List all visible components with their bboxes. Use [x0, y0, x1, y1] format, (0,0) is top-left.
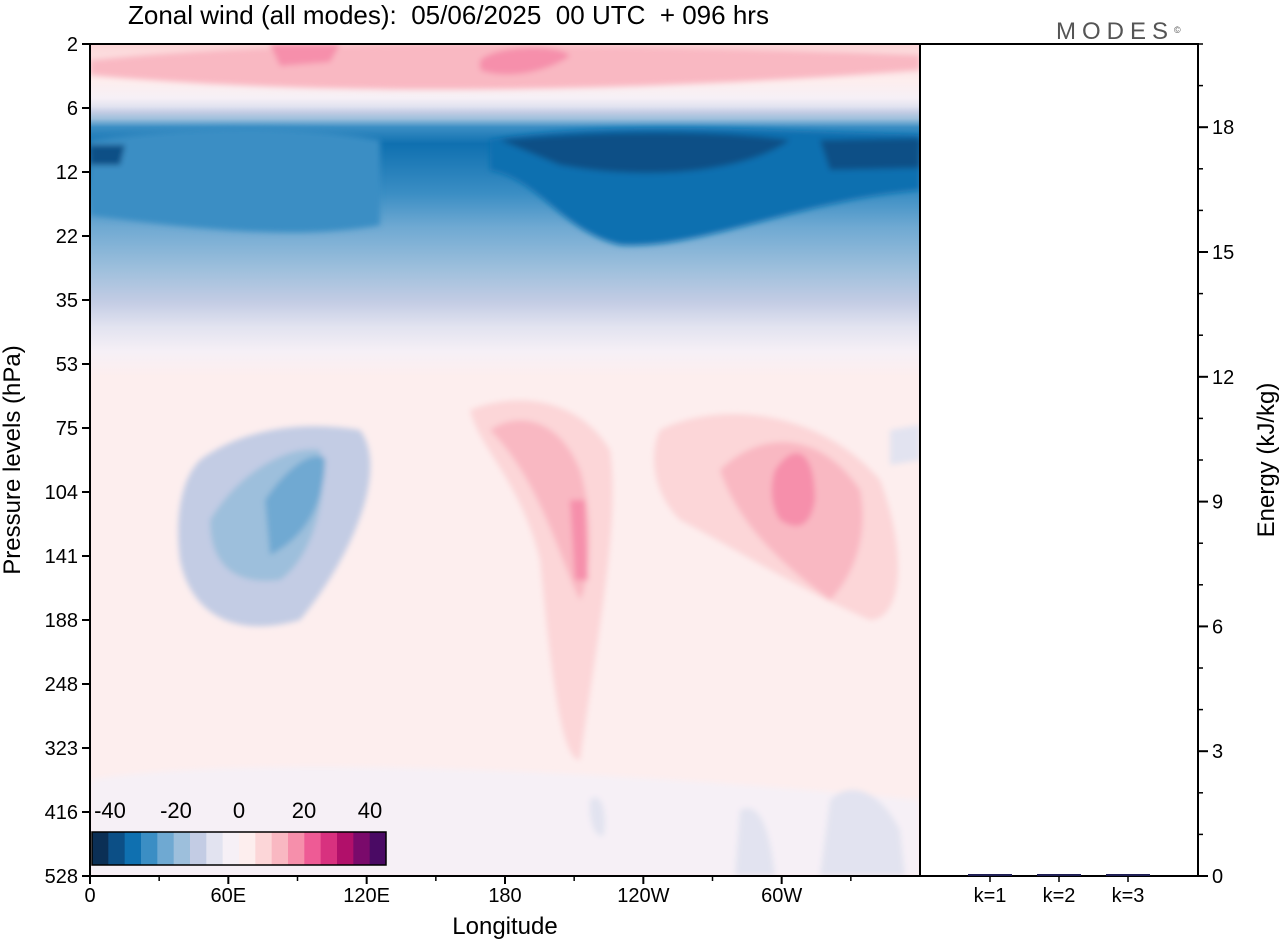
- pressure-tick-label: 104: [45, 482, 78, 504]
- pressure-tick-label: 12: [56, 162, 78, 184]
- colorbar-swatch: [255, 832, 273, 865]
- colorbar-swatch: [190, 832, 207, 865]
- colorbar-swatch: [108, 832, 126, 865]
- energy-category-axis: k=1 k=2 k=3: [974, 876, 1145, 907]
- energy-category-label: k=3: [1112, 885, 1145, 907]
- upper-positive-core-1: [270, 44, 340, 66]
- longitude-axis: 0 60E 120E 180 120W 60W: [84, 876, 852, 907]
- brand-text: MODES: [1056, 18, 1175, 45]
- colorbar-swatch: [271, 832, 289, 865]
- colorbar-swatch: [337, 832, 354, 865]
- pressure-tick-label: 528: [45, 866, 78, 888]
- jet-core-west: [90, 145, 125, 165]
- energy-bars: [968, 874, 1150, 876]
- pressure-tick-label: 75: [56, 418, 78, 440]
- y-axis-title: Pressure levels (hPa): [0, 345, 26, 574]
- pressure-tick-label: 141: [45, 546, 78, 568]
- modes-logo: MODES©: [1056, 18, 1181, 46]
- surface-neg-patch-3: [589, 797, 606, 836]
- jet-core-east: [820, 138, 920, 170]
- energy-tick-label: 15: [1212, 242, 1234, 264]
- energy-bar: [968, 874, 1012, 876]
- jet-core: [500, 132, 790, 173]
- colorbar-swatch: [353, 832, 371, 865]
- colorbar-swatch: [288, 832, 305, 865]
- x-axis-title: Longitude: [452, 913, 557, 940]
- energy-panel-frame: [919, 43, 1199, 877]
- longitude-tick-label: 120W: [617, 885, 669, 907]
- colorbar-swatch: [369, 832, 387, 865]
- colorbar-label: 20: [292, 798, 316, 823]
- longitude-tick-label: 60W: [761, 885, 802, 907]
- pos-east-core: [771, 453, 815, 526]
- colorbar-frame: [91, 831, 387, 866]
- surface-neg-patch-1: [820, 790, 905, 876]
- energy-category-label: k=2: [1043, 885, 1076, 907]
- colorbar-label: 40: [358, 798, 382, 823]
- energy-tick-label: 3: [1212, 741, 1223, 763]
- energy-bar: [1106, 874, 1150, 876]
- colorbar-swatch: [304, 832, 322, 865]
- surface-neg-patch-2: [735, 808, 775, 876]
- east-neg-patch: [890, 425, 920, 465]
- colorbar: -40 -20 0 20 40: [91, 798, 387, 866]
- colorbar-swatch: [222, 832, 240, 865]
- longitude-tick-label: 120E: [343, 885, 390, 907]
- neg-anomaly-core: [265, 456, 325, 555]
- colorbar-swatch: [239, 832, 256, 865]
- energy-tick-label: 9: [1212, 492, 1223, 514]
- pos-column-core: [570, 500, 588, 580]
- heatmap-field: [90, 44, 920, 876]
- colorbar-swatch: [141, 832, 158, 865]
- energy-axis-title: Energy (kJ/kg): [1253, 383, 1280, 538]
- pressure-tick-label: 323: [45, 738, 78, 760]
- chart-title: Zonal wind (all modes): 05/06/2025 00 UT…: [128, 0, 769, 30]
- pressure-tick-label: 35: [56, 290, 78, 312]
- colorbar-swatch: [92, 832, 109, 865]
- colorbar-swatch: [206, 832, 224, 865]
- longitude-tick-label: 0: [84, 885, 95, 907]
- energy-tick-label: 18: [1212, 117, 1234, 139]
- colorbar-label: -20: [160, 798, 192, 823]
- longitude-tick-label: 180: [488, 885, 521, 907]
- pressure-axis: 2 6 12 22 35 53 75 104 141 188 248 323 416 528: [45, 34, 90, 888]
- pressure-tick-label: 188: [45, 610, 78, 632]
- copyright-mark: ©: [1174, 25, 1181, 35]
- west-jet-band: [90, 128, 380, 233]
- energy-tick-label: 12: [1212, 367, 1234, 389]
- pressure-tick-label: 2: [67, 34, 78, 56]
- pressure-tick-label: 22: [56, 226, 78, 248]
- energy-axis: 0 3 6 9 12 15 18: [1198, 43, 1234, 888]
- pos-column-mid: [490, 420, 590, 600]
- energy-category-label: k=1: [974, 885, 1007, 907]
- energy-tick-label: 6: [1212, 616, 1223, 638]
- upper-positive-core-2: [480, 47, 570, 75]
- pressure-tick-label: 53: [56, 354, 78, 376]
- colorbar-swatch: [320, 832, 338, 865]
- colorbar-label: -40: [94, 798, 126, 823]
- energy-bar: [1037, 874, 1081, 876]
- longitude-tick-label: 60E: [211, 885, 247, 907]
- pressure-tick-label: 416: [45, 802, 78, 824]
- pressure-tick-label: 6: [67, 98, 78, 120]
- colorbar-swatch: [124, 832, 142, 865]
- pressure-tick-label: 248: [45, 674, 78, 696]
- colorbar-label: 0: [233, 798, 245, 823]
- energy-tick-label: 0: [1212, 866, 1223, 888]
- colorbar-swatch: [157, 832, 175, 865]
- colorbar-swatch: [173, 832, 191, 865]
